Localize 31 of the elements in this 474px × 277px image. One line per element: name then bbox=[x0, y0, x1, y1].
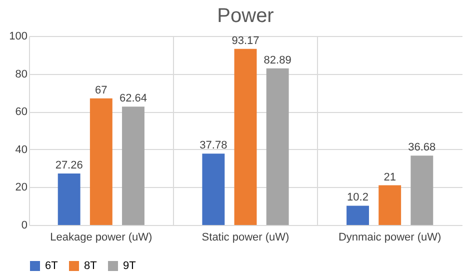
x-tick-label: Leakage power (uW) bbox=[50, 232, 152, 244]
y-tick-label: 20 bbox=[15, 182, 28, 194]
bar bbox=[122, 106, 144, 225]
bar bbox=[202, 154, 225, 225]
bar bbox=[234, 48, 257, 225]
data-label: 27.26 bbox=[55, 159, 83, 172]
data-label: 82.89 bbox=[264, 54, 292, 66]
bar bbox=[378, 185, 402, 225]
bar bbox=[90, 98, 112, 225]
y-tick-label: 80 bbox=[15, 68, 28, 80]
x-tick-label: Static power (uW) bbox=[202, 232, 290, 244]
data-label: 21 bbox=[384, 171, 396, 184]
legend-label: 9T bbox=[123, 260, 136, 272]
bar bbox=[266, 68, 289, 225]
y-tick-label: 0 bbox=[21, 220, 28, 232]
bar bbox=[410, 156, 434, 225]
data-label: 62.64 bbox=[119, 92, 148, 105]
chart-title: Power bbox=[217, 5, 274, 27]
data-label: 93.17 bbox=[232, 34, 260, 47]
y-tick-label: 100 bbox=[9, 30, 28, 42]
legend-label: 6T bbox=[45, 260, 58, 272]
bar bbox=[58, 173, 80, 225]
y-tick-label: 40 bbox=[15, 144, 28, 156]
y-tick-label: 60 bbox=[15, 106, 28, 118]
data-label: 10.2 bbox=[347, 192, 368, 204]
data-label: 67 bbox=[95, 84, 108, 96]
data-label: 36.68 bbox=[408, 142, 436, 154]
x-tick-label: Dynmaic power (uW) bbox=[338, 232, 442, 244]
legend-label: 8T bbox=[84, 260, 98, 272]
bar bbox=[346, 206, 369, 225]
data-label: 37.78 bbox=[200, 140, 228, 152]
